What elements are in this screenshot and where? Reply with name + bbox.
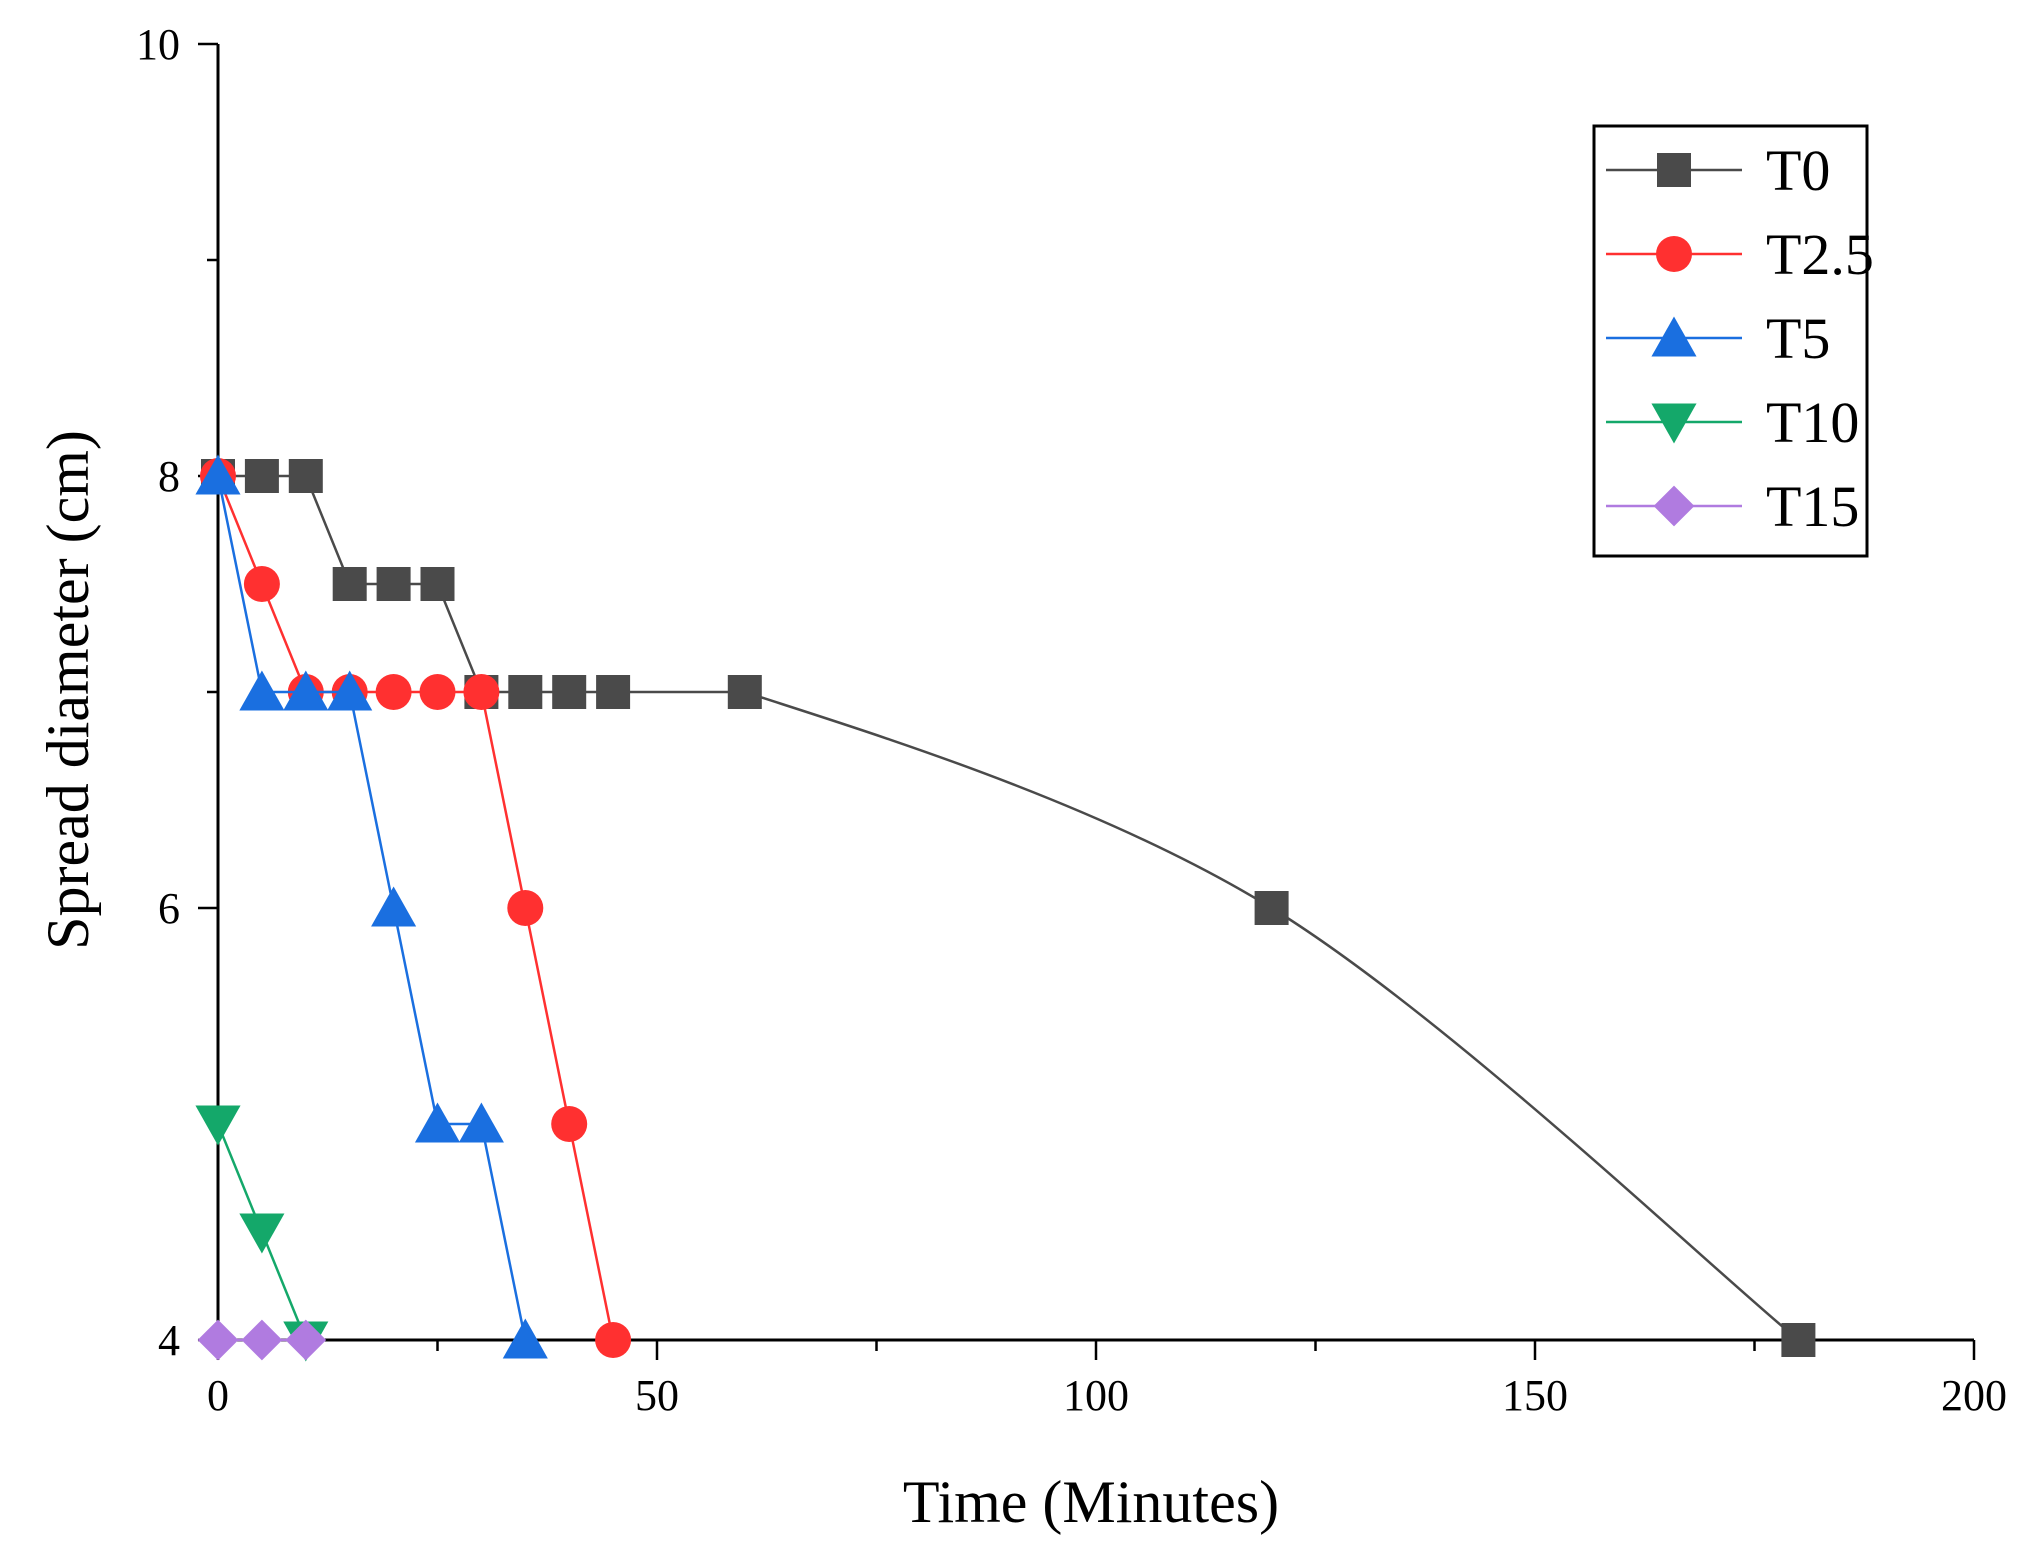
data-point xyxy=(332,567,367,601)
legend-item: T2.5 xyxy=(1606,222,1874,287)
legend-marker xyxy=(1656,236,1692,272)
legend-item: T5 xyxy=(1606,306,1830,371)
series-t15 xyxy=(197,1319,327,1361)
series-layer xyxy=(195,454,1816,1362)
data-point xyxy=(596,675,631,709)
data-point xyxy=(414,1102,461,1143)
y-tick-label: 4 xyxy=(158,1316,180,1365)
x-tick-label: 50 xyxy=(635,1371,679,1420)
x-axis-title: Time (Minutes) xyxy=(903,1469,1279,1535)
data-point xyxy=(195,1105,241,1146)
axes-layer: 0 50 100 150 200 4 6 8 10 xyxy=(136,20,2007,1420)
data-point xyxy=(420,567,455,601)
y-tick-label: 6 xyxy=(158,884,180,933)
data-point xyxy=(727,675,762,709)
data-point xyxy=(507,890,544,926)
data-point xyxy=(239,670,285,711)
data-point xyxy=(197,1319,239,1361)
legend-marker xyxy=(1651,403,1697,444)
data-point xyxy=(239,1213,285,1254)
data-point xyxy=(502,1318,548,1359)
legend-item: T10 xyxy=(1606,390,1859,455)
legend-label: T2.5 xyxy=(1766,222,1874,287)
data-point xyxy=(288,459,323,493)
data-point xyxy=(551,1106,588,1142)
data-point xyxy=(241,1319,283,1361)
data-point xyxy=(327,670,373,711)
legend-label: T15 xyxy=(1766,474,1859,539)
data-point xyxy=(458,1102,504,1143)
data-point xyxy=(419,674,456,710)
x-tick-label: 200 xyxy=(1941,1371,2007,1420)
data-point xyxy=(552,675,587,709)
data-point xyxy=(375,674,412,710)
legend-marker xyxy=(1651,316,1697,357)
legend-box xyxy=(1592,124,1869,558)
y-axis-title: Spread diameter (cm) xyxy=(35,430,101,950)
data-point xyxy=(376,567,411,601)
legend-marker xyxy=(1657,153,1691,187)
legend-item: T0 xyxy=(1606,138,1830,203)
legend-item: T15 xyxy=(1606,474,1859,539)
y-tick-label: 10 xyxy=(136,20,180,69)
x-tick-label: 0 xyxy=(207,1371,229,1420)
data-point xyxy=(283,670,329,711)
legend-marker xyxy=(1653,485,1695,527)
data-point xyxy=(285,1319,327,1361)
legend-label: T10 xyxy=(1766,390,1859,455)
data-point xyxy=(463,674,500,710)
data-point xyxy=(508,675,543,709)
data-point xyxy=(195,454,241,495)
data-point xyxy=(1254,891,1289,925)
legend-label: T5 xyxy=(1766,306,1830,371)
legend: T0 T2.5 T5 T10 T15 xyxy=(1592,124,1874,558)
series-line xyxy=(218,474,1800,1341)
legend-label: T0 xyxy=(1766,138,1830,203)
data-point xyxy=(371,886,417,927)
series-line xyxy=(216,475,527,1341)
x-tick-label: 150 xyxy=(1502,1371,1568,1420)
data-point xyxy=(243,566,280,602)
y-tick-label: 8 xyxy=(158,452,180,501)
series-line xyxy=(216,475,615,1341)
data-point xyxy=(595,1322,632,1358)
series-t5 xyxy=(195,454,548,1359)
x-tick-label: 100 xyxy=(1063,1371,1129,1420)
data-point xyxy=(244,459,279,493)
series-t0 xyxy=(201,459,1816,1357)
data-point xyxy=(1781,1323,1816,1357)
